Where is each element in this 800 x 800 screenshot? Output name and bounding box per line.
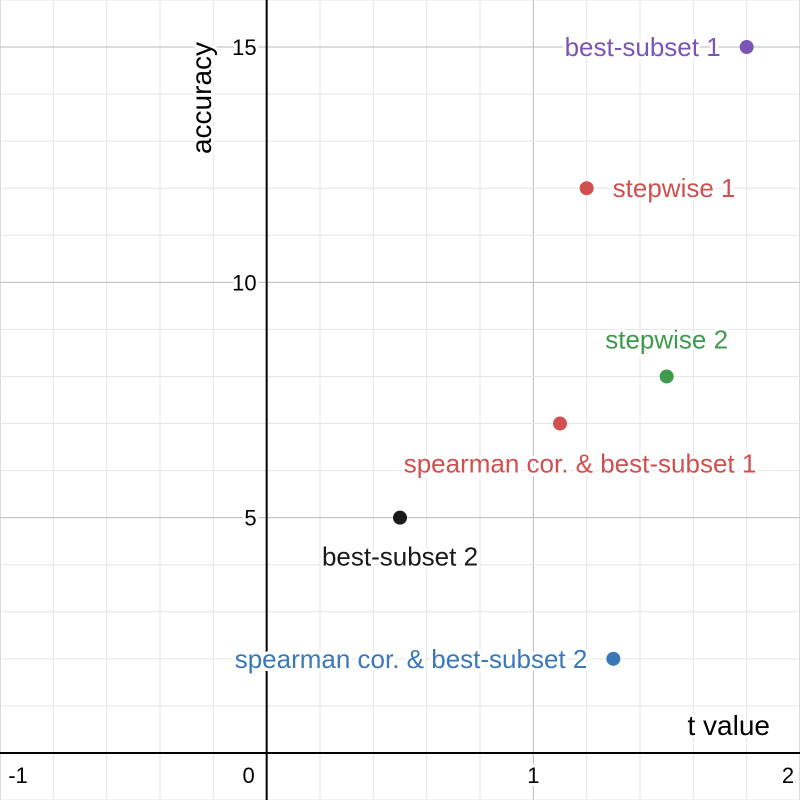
y-tick-label: 15 bbox=[232, 35, 256, 60]
point-label: spearman cor. & best-subset 1 bbox=[404, 449, 757, 479]
y-axis-label: accuracy bbox=[186, 42, 217, 154]
data-points bbox=[393, 40, 754, 666]
point-label: stepwise 1 bbox=[613, 173, 736, 203]
data-point bbox=[739, 40, 754, 55]
x-axis-label: t value bbox=[688, 710, 771, 741]
point-label: best-subset 2 bbox=[322, 542, 478, 572]
data-point bbox=[606, 651, 621, 666]
data-point bbox=[659, 369, 674, 384]
y-tick-label: 10 bbox=[232, 270, 256, 295]
data-point bbox=[393, 510, 407, 525]
point-label: spearman cor. & best-subset 2 bbox=[235, 644, 588, 674]
point-labels: best-subset 1 stepwise 1 stepwise 2 spearma… bbox=[232, 29, 760, 677]
point-label: stepwise 2 bbox=[605, 324, 728, 354]
data-point bbox=[553, 416, 567, 431]
tick-labels: -1 0 1 2 5 10 15 bbox=[5, 32, 797, 791]
data-point bbox=[579, 181, 594, 196]
x-tick-label: 0 bbox=[243, 763, 255, 788]
x-tick-label: -1 bbox=[8, 763, 28, 788]
point-label: best-subset 1 bbox=[565, 32, 721, 62]
y-tick-label: 5 bbox=[244, 506, 256, 531]
x-tick-label: 2 bbox=[782, 763, 794, 788]
x-tick-label: 1 bbox=[527, 763, 539, 788]
